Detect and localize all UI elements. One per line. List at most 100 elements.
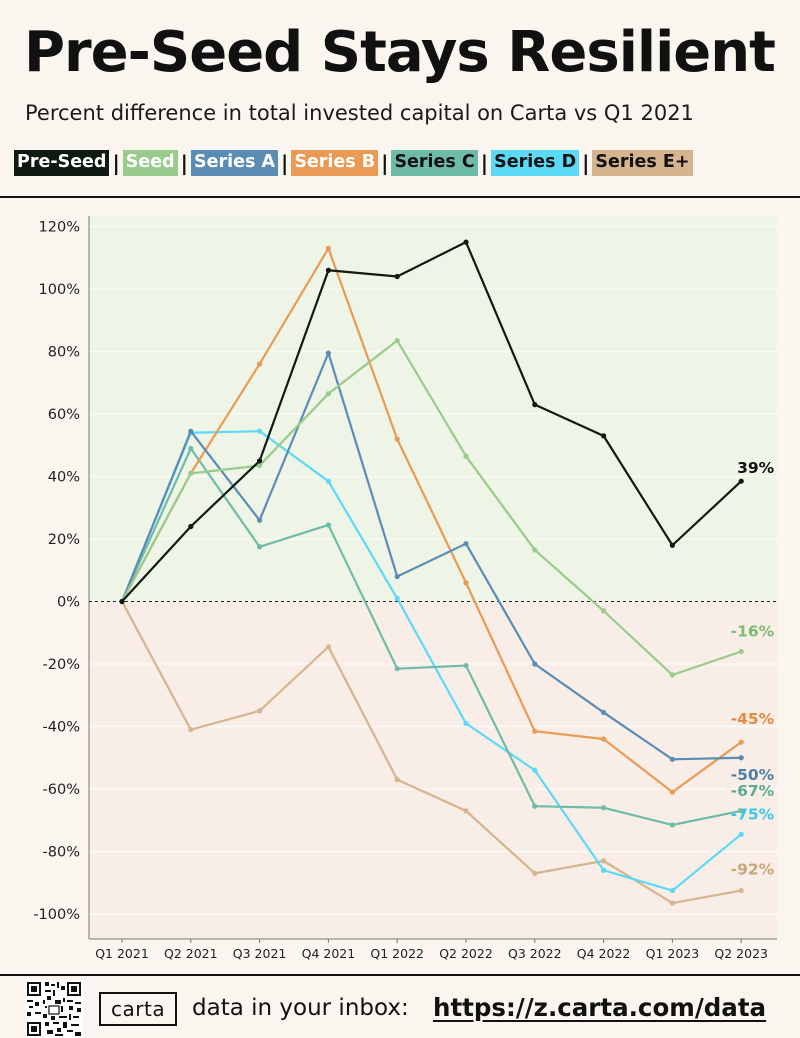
series-series-b: -45% <box>119 245 775 795</box>
header-divider <box>0 196 800 198</box>
point-seed <box>601 608 607 614</box>
point-seed <box>394 337 400 344</box>
point-series-e <box>463 808 469 814</box>
line-series-d <box>120 430 742 892</box>
newsletter-link[interactable]: https://z.carta.com/data <box>433 993 767 1022</box>
point-seed <box>463 453 469 459</box>
x-tick-label: Q1 2022 <box>370 946 424 961</box>
legend-item-series-b: Series B <box>291 150 379 176</box>
point-series-d <box>738 831 744 837</box>
point-series-a <box>532 661 538 667</box>
point-pre-seed <box>394 273 400 280</box>
point-series-d <box>325 478 331 484</box>
chart-subtitle: Percent difference in total invested cap… <box>25 101 694 125</box>
legend-item-series-d: Series D <box>491 150 580 176</box>
point-seed <box>325 391 331 397</box>
point-seed <box>257 462 263 469</box>
negative-region <box>89 601 777 939</box>
point-series-e <box>325 644 331 650</box>
point-pre-seed <box>257 458 263 464</box>
point-series-a <box>738 755 744 761</box>
x-tick-label: Q4 2022 <box>577 946 631 961</box>
point-series-e <box>601 858 607 864</box>
legend-item-series-a: Series A <box>190 150 278 176</box>
end-label-series-a: -50% <box>731 766 775 784</box>
point-pre-seed <box>463 239 469 245</box>
chart-title: Pre-Seed Stays Resilient <box>24 20 776 85</box>
y-tick-label: 80% <box>48 345 80 361</box>
legend-item-series-c: Series C <box>391 150 478 176</box>
point-series-b <box>669 789 676 795</box>
legend-item-seed: Seed <box>122 150 178 176</box>
point-series-c <box>257 544 263 550</box>
positive-region <box>89 216 777 602</box>
point-series-d <box>257 428 263 434</box>
line-pre-seed <box>121 241 742 603</box>
point-series-c <box>669 822 676 828</box>
point-series-b <box>601 736 607 742</box>
x-tick-label: Q1 2021 <box>95 946 149 961</box>
point-series-c <box>532 803 538 809</box>
point-series-d <box>601 867 607 873</box>
qr-code-icon[interactable] <box>25 980 83 1038</box>
series-series-c: -67% <box>119 445 775 828</box>
point-pre-seed <box>532 402 538 408</box>
point-series-a <box>188 428 194 434</box>
y-tick-label: 20% <box>48 532 80 548</box>
point-series-c <box>325 522 331 528</box>
legend-separator: | <box>281 150 289 175</box>
x-tick-label: Q3 2022 <box>508 946 562 961</box>
point-series-e <box>738 887 744 894</box>
line-chart: 120% 100% 80% 60% 40% 20% 0% -20% -40% -60% -80% -1… <box>33 216 777 961</box>
y-tick-label: -60% <box>43 782 80 798</box>
x-tick-label: Q3 2021 <box>233 946 287 961</box>
y-tick-label: 60% <box>48 407 80 423</box>
x-tick-label: Q2 2022 <box>439 946 493 961</box>
line-series-e <box>121 600 742 905</box>
legend-separator: | <box>180 150 188 175</box>
footer-divider <box>0 974 800 976</box>
series-series-a: -50% <box>119 350 775 784</box>
line-series-a <box>120 351 742 761</box>
point-series-c <box>188 445 194 451</box>
point-pre-seed <box>669 542 676 548</box>
point-series-c <box>394 666 400 672</box>
point-series-b <box>325 245 331 251</box>
legend-item-pre-seed: Pre-Seed <box>14 150 110 176</box>
point-series-a <box>601 709 607 716</box>
point-series-e <box>532 870 538 876</box>
end-label-series-d: -75% <box>731 805 775 823</box>
point-seed <box>532 547 538 553</box>
point-series-d <box>463 720 469 726</box>
y-tick-label: -40% <box>43 720 80 736</box>
point-series-e <box>394 777 400 783</box>
point-seed <box>188 470 194 476</box>
point-pre-seed <box>738 478 744 484</box>
series-seed: -16% <box>119 337 775 678</box>
legend-separator: | <box>480 150 489 175</box>
point-series-e <box>257 708 263 714</box>
line-series-b <box>121 247 742 794</box>
point-seed <box>669 672 676 678</box>
legend-item-series-e: Series E+ <box>592 150 693 176</box>
point-series-d <box>532 767 538 773</box>
y-tick-label: -80% <box>43 845 80 861</box>
series-series-e: -92% <box>119 598 775 906</box>
point-series-b <box>257 361 263 367</box>
point-series-a <box>325 350 331 356</box>
y-tick-label: 120% <box>39 220 80 236</box>
y-tick-label: 40% <box>48 470 80 486</box>
x-tick-label: Q1 2023 <box>646 946 700 961</box>
point-pre-seed <box>325 267 331 273</box>
y-tick-label: 100% <box>39 282 80 298</box>
x-tick-label: Q2 2023 <box>714 946 768 961</box>
point-series-b <box>394 436 400 442</box>
footer: carta data in your inbox: https://z.cart… <box>0 976 800 1038</box>
point-series-c <box>463 662 469 669</box>
point-series-a <box>257 517 263 523</box>
point-series-b <box>738 739 744 745</box>
legend-separator: | <box>381 150 389 175</box>
inbox-text: data in your inbox: <box>192 995 409 1021</box>
point-series-a <box>463 541 469 547</box>
point-series-b <box>463 580 469 586</box>
